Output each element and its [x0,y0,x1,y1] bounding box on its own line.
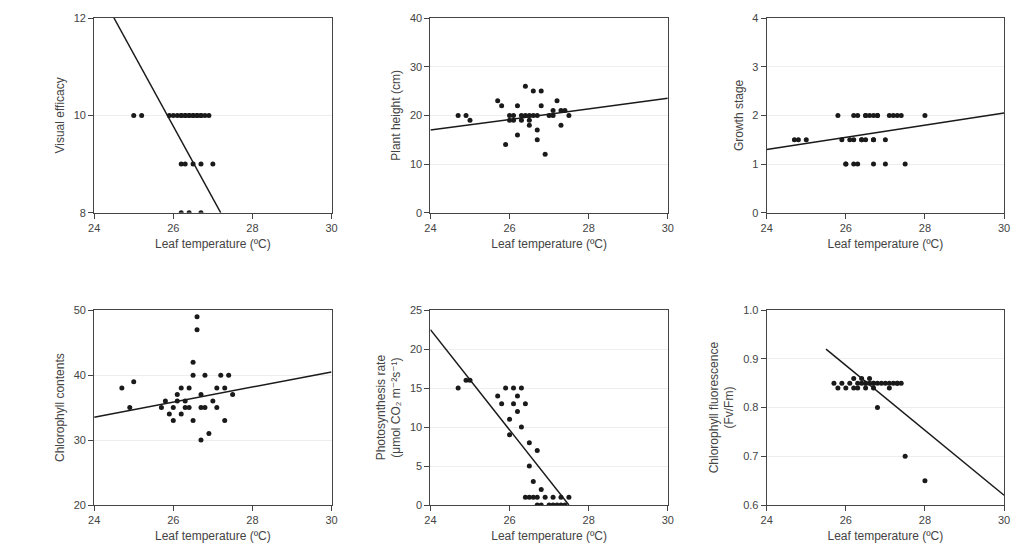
svg-text:28: 28 [246,222,258,234]
svg-text:Leaf temperature (ºC): Leaf temperature (ºC) [491,237,607,251]
svg-text:24: 24 [761,222,773,234]
svg-text:0.6: 0.6 [743,499,758,511]
svg-text:Chlorophyll fluorescence(Fv/Fm: Chlorophyll fluorescence(Fv/Fm) [707,342,737,474]
svg-text:28: 28 [583,514,595,526]
svg-text:28: 28 [583,222,595,234]
svg-text:26: 26 [503,222,515,234]
svg-text:30: 30 [998,222,1010,234]
svg-text:0.7: 0.7 [743,450,758,462]
svg-text:0.8: 0.8 [743,401,758,413]
svg-text:26: 26 [503,514,515,526]
svg-text:0: 0 [416,499,422,511]
svg-text:1.0: 1.0 [743,304,758,316]
svg-text:Visual efficacy: Visual efficacy [53,77,67,153]
svg-text:Leaf temperature (ºC): Leaf temperature (ºC) [827,529,943,543]
svg-text:10: 10 [74,109,86,121]
svg-text:24: 24 [424,222,436,234]
svg-text:10: 10 [410,158,422,170]
svg-text:Leaf temperature (ºC): Leaf temperature (ºC) [491,529,607,543]
svg-text:Leaf temperature (ºC): Leaf temperature (ºC) [155,237,271,251]
svg-text:0.9: 0.9 [743,353,758,365]
svg-text:24: 24 [424,514,436,526]
svg-text:30: 30 [325,222,337,234]
svg-text:0: 0 [752,207,758,219]
svg-text:30: 30 [325,514,337,526]
svg-text:10: 10 [410,421,422,433]
svg-text:28: 28 [919,514,931,526]
svg-text:4: 4 [752,12,758,24]
svg-text:Leaf temperature (ºC): Leaf temperature (ºC) [827,237,943,251]
svg-text:30: 30 [410,61,422,73]
svg-text:26: 26 [840,514,852,526]
svg-text:2: 2 [752,109,758,121]
svg-text:Chlorophyll contents: Chlorophyll contents [53,353,67,462]
svg-text:20: 20 [410,343,422,355]
svg-text:25: 25 [410,304,422,316]
svg-text:24: 24 [88,222,100,234]
svg-text:20: 20 [410,109,422,121]
svg-text:24: 24 [88,514,100,526]
svg-text:24: 24 [761,514,773,526]
svg-text:40: 40 [410,12,422,24]
svg-text:12: 12 [74,12,86,24]
svg-text:26: 26 [840,222,852,234]
svg-text:Leaf temperature (ºC): Leaf temperature (ºC) [155,529,271,543]
svg-text:26: 26 [167,222,179,234]
svg-text:40: 40 [74,369,86,381]
svg-text:30: 30 [662,514,674,526]
svg-text:Photosynthesis rate(μmol CO₂ m: Photosynthesis rate(μmol CO₂ m⁻²s⁻¹) [374,355,404,461]
svg-text:0: 0 [416,207,422,219]
svg-text:3: 3 [752,61,758,73]
svg-text:30: 30 [662,222,674,234]
svg-text:Plant height (cm): Plant height (cm) [389,70,403,161]
svg-text:1: 1 [752,158,758,170]
svg-text:20: 20 [74,499,86,511]
svg-text:8: 8 [80,207,86,219]
svg-text:28: 28 [919,222,931,234]
svg-text:15: 15 [410,382,422,394]
svg-text:50: 50 [74,304,86,316]
svg-text:28: 28 [246,514,258,526]
svg-text:30: 30 [998,514,1010,526]
svg-text:30: 30 [74,434,86,446]
svg-text:Growth stage: Growth stage [732,79,746,151]
svg-text:26: 26 [167,514,179,526]
svg-text:5: 5 [416,460,422,472]
